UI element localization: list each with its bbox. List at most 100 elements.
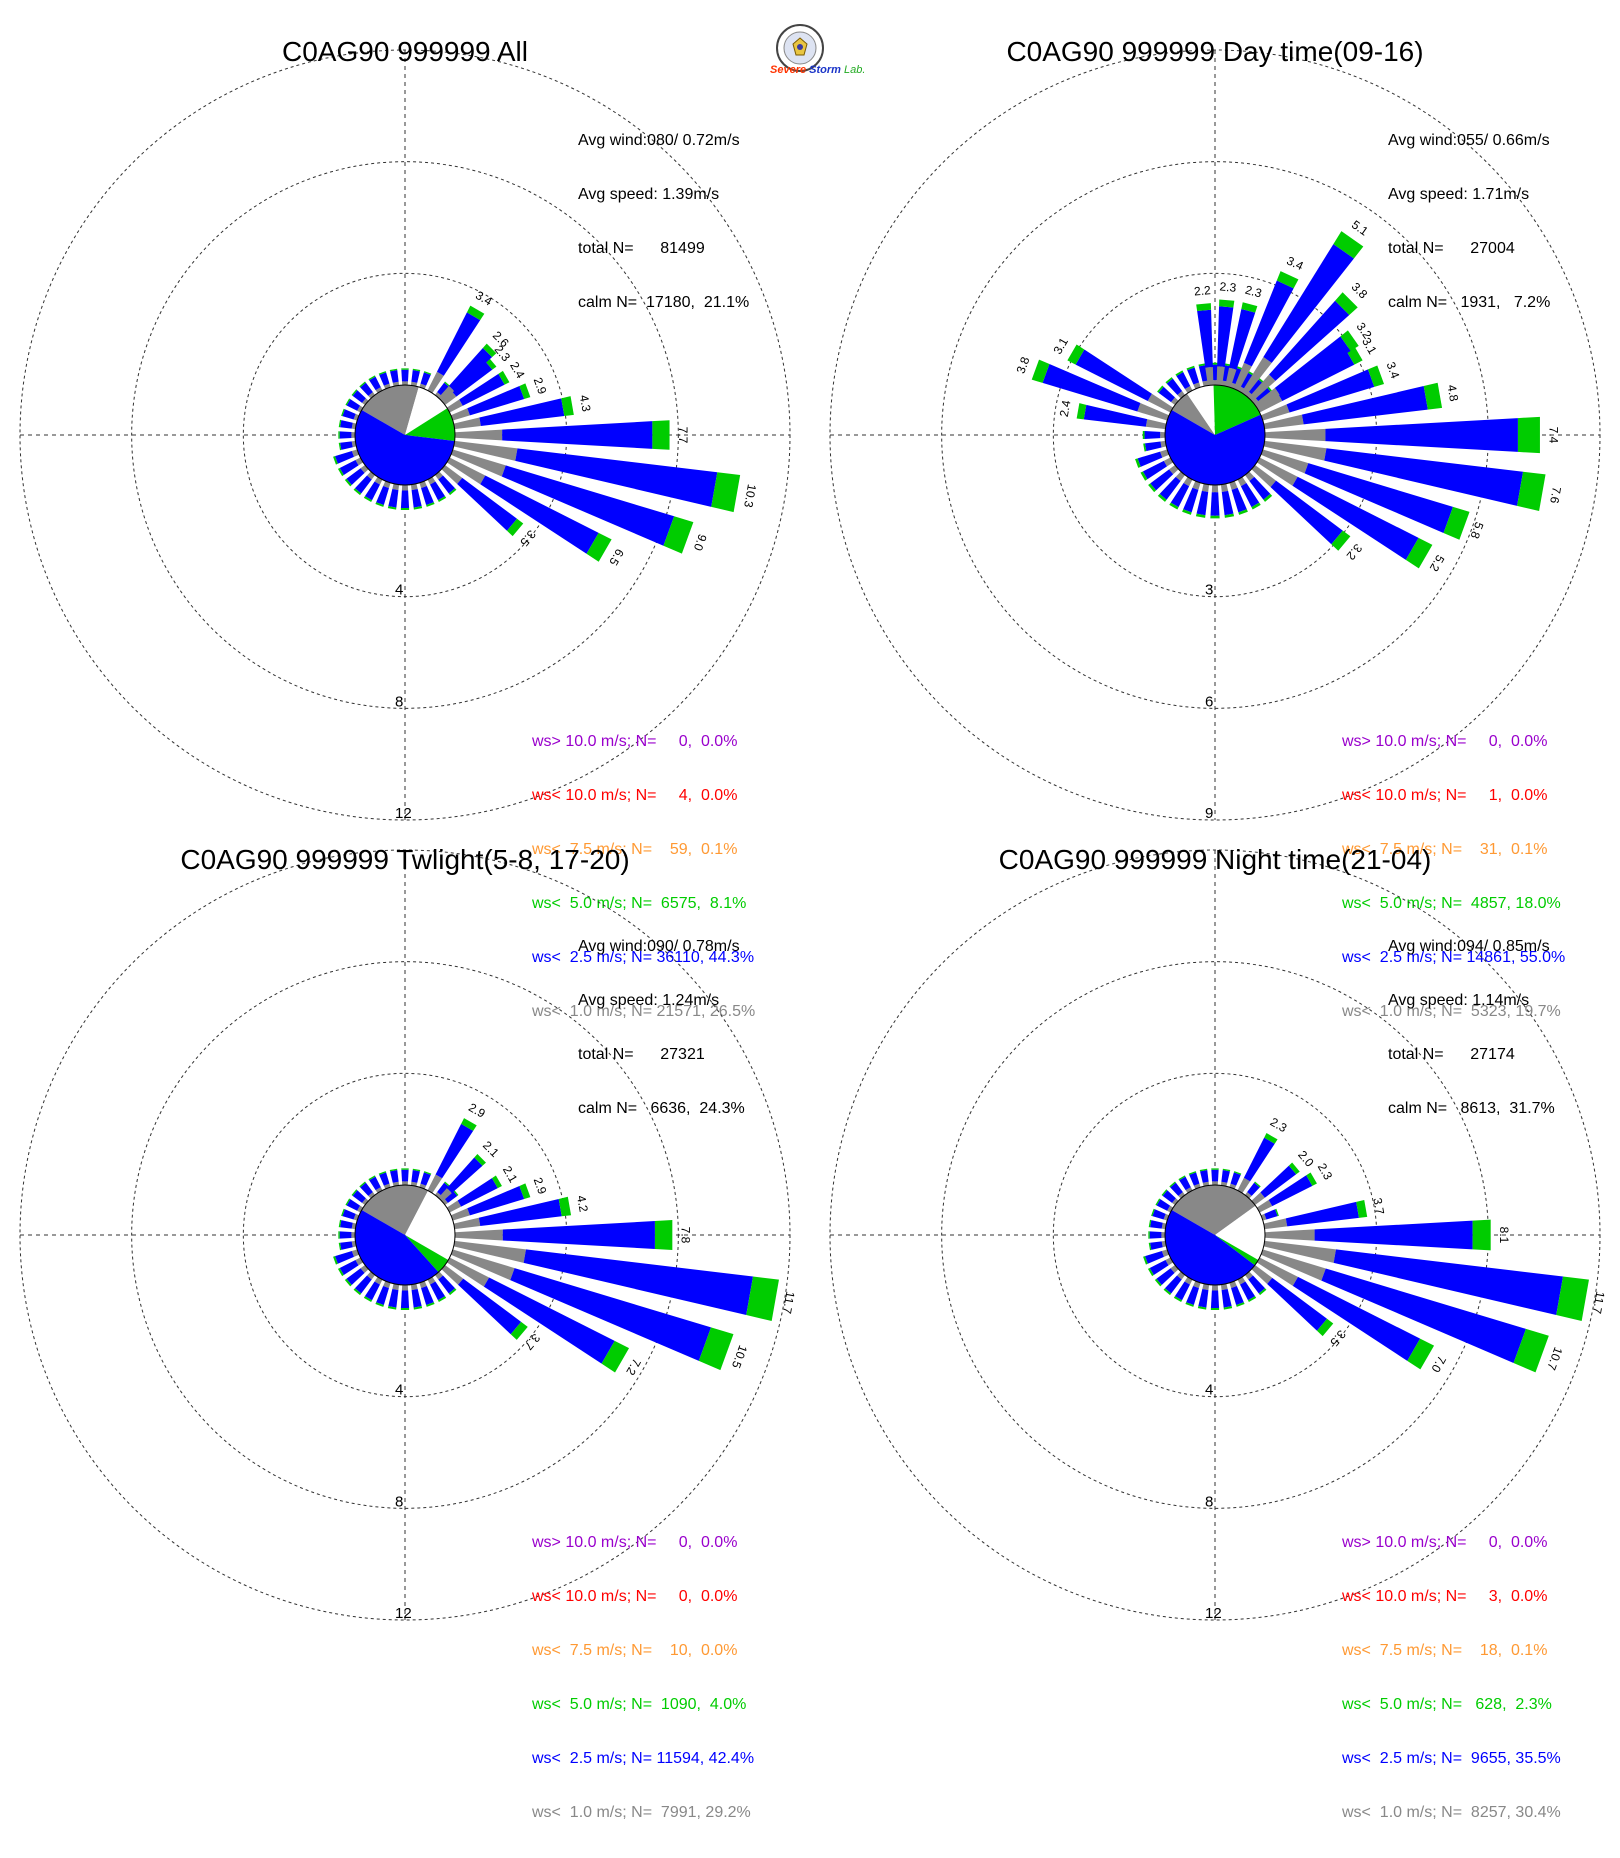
ring-label: 4 [395,1382,403,1399]
petal-45-segment [482,343,497,358]
petal-70-segment [1286,369,1375,413]
petal-110-segment [450,449,506,477]
petal-80-segment [453,417,481,430]
petal-190-segment [1198,1289,1209,1308]
petal-45-label: 2.6 [490,328,512,350]
petal-160-segment [1229,480,1238,490]
petal-50-segment [1251,1192,1265,1206]
petal-270-segment [338,1231,340,1239]
petal-350-segment [1199,1168,1208,1172]
petal-160-segment [421,1286,434,1305]
petal-90-segment [502,1221,655,1249]
petal-240-segment [1147,1267,1154,1277]
petal-0-segment [401,1169,409,1182]
petal-260-segment [1144,441,1162,452]
petal-15-segment [1241,302,1258,313]
petal-180-segment [400,1308,410,1311]
wind-rose-panel-twilight: 4 8 12 7.8 11.7 10.5 7.2 3.7 4.2 2.9 2.1 2.1 2.9 C0A… [0,830,810,1821]
petal-330-segment [368,375,376,381]
petal-35-segment [1241,357,1272,396]
petal-50-segment [451,360,493,397]
petal-240-segment [1149,1260,1169,1276]
petal-170-segment [413,506,423,510]
petal-320-segment [1165,377,1173,384]
petal-320-segment [1178,1192,1186,1199]
calm-circle [354,1184,456,1286]
petal-230-segment [344,478,352,487]
petal-90-segment [454,1229,503,1241]
petal-120-segment [1292,476,1419,560]
petal-30-segment [1243,1137,1275,1182]
petal-160-segment [421,486,434,505]
petal-130-segment [441,1264,464,1285]
petal-130-segment [506,518,524,537]
petal-0-segment [1211,1168,1219,1170]
chart-title: C0AG90 999999 Day time(09-16) [1006,36,1424,67]
petal-110-segment [1443,506,1470,540]
petal-230-segment [1148,483,1157,493]
petal-290-segment [342,409,356,420]
petal-80-segment [1356,1199,1368,1218]
petal-90-label: 8.1 [1497,1227,1511,1244]
petal-70-segment [467,385,525,416]
petal-80-label: 4.2 [574,1194,591,1213]
petal-50-segment [1260,1165,1297,1198]
petal-190-segment [388,489,399,508]
petal-290-segment [1031,359,1050,383]
petal-270-segment [1149,1231,1162,1239]
petal-100-segment [1556,1276,1589,1322]
petal-270-segment [351,1232,356,1238]
petal-310-segment [1157,385,1164,393]
petal-40-segment [1244,1192,1252,1199]
petal-340-segment [379,372,390,386]
petal-5-label: 2.3 [1219,279,1237,294]
legend-lt7-5: ws< 7.5 m/s; N= 31, 0.1% [1342,841,1548,858]
stat-avg-wind: Avg wind:094/ 0.85m/s [1388,938,1550,955]
petal-170-segment [1221,1289,1232,1308]
petal-50-segment [1288,1162,1300,1175]
petal-230-segment [1150,469,1174,491]
petal-170-segment [411,489,422,508]
petal-60-segment [446,399,463,413]
petal-130-segment [1267,1277,1328,1331]
stat-calm-n: calm N= 1931, 7.2% [1388,294,1551,311]
petal-260-segment [340,441,353,450]
petal-15-label: 2.3 [1244,283,1264,301]
calm-circle [1164,1184,1266,1286]
petal-120-segment [586,532,612,562]
chart-title: C0AG90 999999 All [282,36,528,67]
petal-45-segment [1248,374,1276,402]
petal-210-segment [1173,1296,1183,1303]
petal-110-label: 9.0 [691,532,710,553]
petal-150-segment [430,1281,446,1301]
stats-box: Avg wind:094/ 0.85m/s Avg speed: 1.14m/s… [1388,902,1555,1154]
stat-avg-wind: Avg wind:055/ 0.66m/s [1388,132,1550,149]
petal-170-segment [1220,1283,1228,1291]
petal-130-segment [458,1278,522,1335]
petal-30-segment [466,305,485,321]
petal-190-segment [387,506,397,510]
petal-170-segment [410,1283,418,1291]
petal-80-segment [558,1196,572,1217]
petal-180-segment [1211,1284,1219,1291]
petal-110-segment [1260,1249,1326,1281]
petal-330-segment [375,387,383,394]
legend-lt10: ws< 10.0 m/s; N= 0, 0.0% [532,1588,738,1605]
petal-310-segment [1158,386,1175,403]
petal-210-segment [363,496,373,503]
petal-0-segment [402,381,408,386]
petal-35-segment [1263,244,1354,363]
petal-200-segment [375,1302,384,1307]
petal-90-segment [1517,416,1540,454]
petal-110-segment [1304,463,1454,533]
petal-300-segment [1167,1205,1174,1213]
ring-label: 12 [395,805,412,822]
petal-310-segment [1171,397,1179,406]
petal-90-segment [502,421,653,449]
petal-330-segment [369,376,381,391]
petal-320-segment [1166,378,1183,395]
petal-110-label: 10.5 [729,1343,750,1370]
petal-110-label: 5.8 [1467,520,1486,541]
petal-220-segment [354,1275,372,1294]
